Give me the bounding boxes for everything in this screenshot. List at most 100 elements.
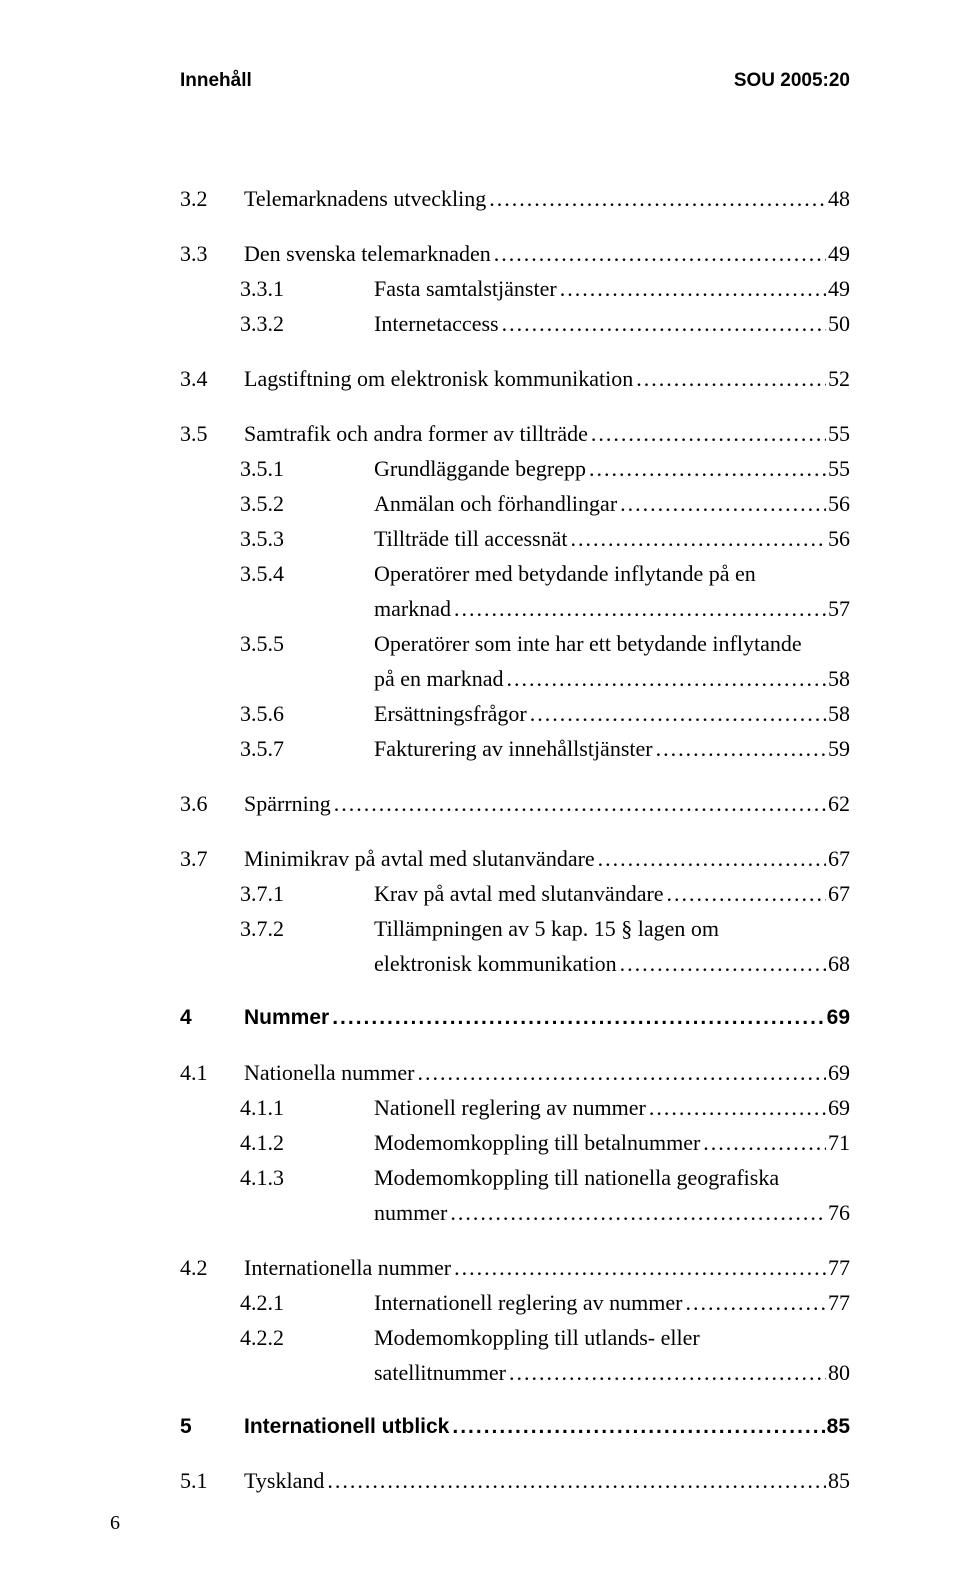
toc-leader: ........................................… [447,1196,826,1229]
toc-entry: 3.3.1Fasta samtalstjänster..............… [180,272,850,305]
toc-leader: ........................................… [653,732,826,765]
toc-entry: 3.5.7Fakturering av innehållstjänster...… [180,732,850,765]
page-header: Innehåll SOU 2005:20 [180,70,850,92]
toc-leader: ........................................… [324,1464,826,1497]
toc-page: 85 [825,1411,850,1443]
toc-entry-continuation: på en marknad...........................… [180,662,850,695]
toc-number: 3.4 [180,362,244,395]
toc-label: elektronisk kommunikation [374,947,617,980]
toc-label: Nationell reglering av nummer [374,1091,646,1124]
toc-label: Operatörer som inte har ett betydande in… [374,627,802,660]
toc-entry: 4.1Nationella nummer....................… [180,1056,850,1089]
toc-label: Modemomkoppling till utlands- eller [374,1321,700,1354]
toc-number: 3.7.2 [180,912,374,945]
toc-label: Modemomkoppling till betalnummer [374,1126,700,1159]
toc-page: 55 [826,452,850,485]
toc-entry: 5Internationell utblick.................… [180,1411,850,1443]
toc-group: 3.6Spärrning............................… [180,787,850,820]
toc-number: 3.5.3 [180,522,374,555]
header-right: SOU 2005:20 [734,70,850,92]
toc-number: 3.5.7 [180,732,374,765]
toc-page: 49 [826,237,850,270]
toc-group: 3.7Minimikrav på avtal med slutanvändare… [180,842,850,980]
toc-leader: ........................................… [646,1091,826,1124]
toc-number: 5 [180,1411,244,1443]
toc-leader: ........................................… [700,1126,826,1159]
toc-number: 3.2 [180,182,244,215]
toc-number: 3.5.5 [180,627,374,660]
toc-label: Tillträde till accessnät [374,522,567,555]
toc-entry: 3.3Den svenska telemarknaden............… [180,237,850,270]
toc-page: 56 [826,487,850,520]
toc-entry: 3.5Samtrafik och andra former av tillträ… [180,417,850,450]
toc-number: 4.2.2 [180,1321,374,1354]
table-of-contents: 3.2Telemarknadens utveckling............… [180,182,850,1497]
toc-leader: ........................................… [557,272,826,305]
toc-leader: ........................................… [331,787,826,820]
toc-label: Anmälan och förhandlingar [374,487,617,520]
toc-entry-continuation: satellitnummer..........................… [180,1356,850,1389]
toc-leader: ........................................… [451,592,826,625]
toc-leader: ........................................… [664,877,826,910]
toc-leader: ........................................… [451,1251,826,1284]
toc-page: 85 [826,1464,850,1497]
toc-number: 4.1.3 [180,1161,374,1194]
toc-leader: ........................................… [617,947,826,980]
toc-entry: 3.5.1Grundläggande begrepp..............… [180,452,850,485]
toc-group: 3.2Telemarknadens utveckling............… [180,182,850,215]
toc-leader: ........................................… [414,1056,826,1089]
toc-entry: 3.7Minimikrav på avtal med slutanvändare… [180,842,850,875]
toc-page: 69 [825,1002,850,1034]
toc-page: 57 [826,592,850,625]
toc-label: Fakturering av innehållstjänster [374,732,653,765]
toc-number: 3.5.4 [180,557,374,590]
toc-number: 4.1.2 [180,1126,374,1159]
toc-label: Internationell reglering av nummer [374,1286,683,1319]
toc-page: 62 [826,787,850,820]
toc-page: 77 [826,1251,850,1284]
toc-leader: ........................................… [329,1002,824,1034]
toc-number: 5.1 [180,1464,244,1497]
toc-label: Grundläggande begrepp [374,452,586,485]
toc-label: Samtrafik och andra former av tillträde [244,417,588,450]
toc-label: Fasta samtalstjänster [374,272,557,305]
toc-label: marknad [374,592,451,625]
toc-group: 5.1Tyskland.............................… [180,1464,850,1497]
toc-number: 3.3.1 [180,272,374,305]
toc-number: 3.3.2 [180,307,374,340]
toc-group: 3.3Den svenska telemarknaden............… [180,237,850,340]
toc-page: 52 [826,362,850,395]
toc-page: 67 [826,842,850,875]
toc-page: 48 [826,182,850,215]
toc-number: 3.5.2 [180,487,374,520]
toc-group: 4.2Internationella nummer...............… [180,1251,850,1389]
toc-group: 5Internationell utblick.................… [180,1411,850,1443]
toc-number: 3.3 [180,237,244,270]
toc-leader: ........................................… [588,417,826,450]
toc-number: 4.2.1 [180,1286,374,1319]
toc-label: Nationella nummer [244,1056,414,1089]
toc-entry: 3.5.5Operatörer som inte har ett betydan… [180,627,850,660]
toc-leader: ........................................… [449,1411,824,1443]
toc-label: Internationella nummer [244,1251,451,1284]
toc-entry-continuation: nummer..................................… [180,1196,850,1229]
toc-entry: 4Nummer.................................… [180,1002,850,1034]
toc-label: Modemomkoppling till nationella geografi… [374,1161,779,1194]
toc-leader: ........................................… [499,307,826,340]
toc-label: på en marknad [374,662,504,695]
toc-leader: ........................................… [617,487,826,520]
toc-entry: 5.1Tyskland.............................… [180,1464,850,1497]
toc-entry: 4.1.2Modemomkoppling till betalnummer...… [180,1126,850,1159]
toc-page: 59 [826,732,850,765]
toc-number: 4.1 [180,1056,244,1089]
page: Innehåll SOU 2005:20 3.2Telemarknadens u… [0,0,960,1595]
toc-label: Nummer [244,1002,329,1034]
toc-label: Telemarknadens utveckling [244,182,486,215]
toc-page: 50 [826,307,850,340]
toc-leader: ........................................… [633,362,826,395]
toc-group: 3.5Samtrafik och andra former av tillträ… [180,417,850,765]
toc-label: Internationell utblick [244,1411,449,1443]
toc-leader: ........................................… [506,1356,826,1389]
toc-page: 76 [826,1196,850,1229]
toc-entry: 3.6Spärrning............................… [180,787,850,820]
